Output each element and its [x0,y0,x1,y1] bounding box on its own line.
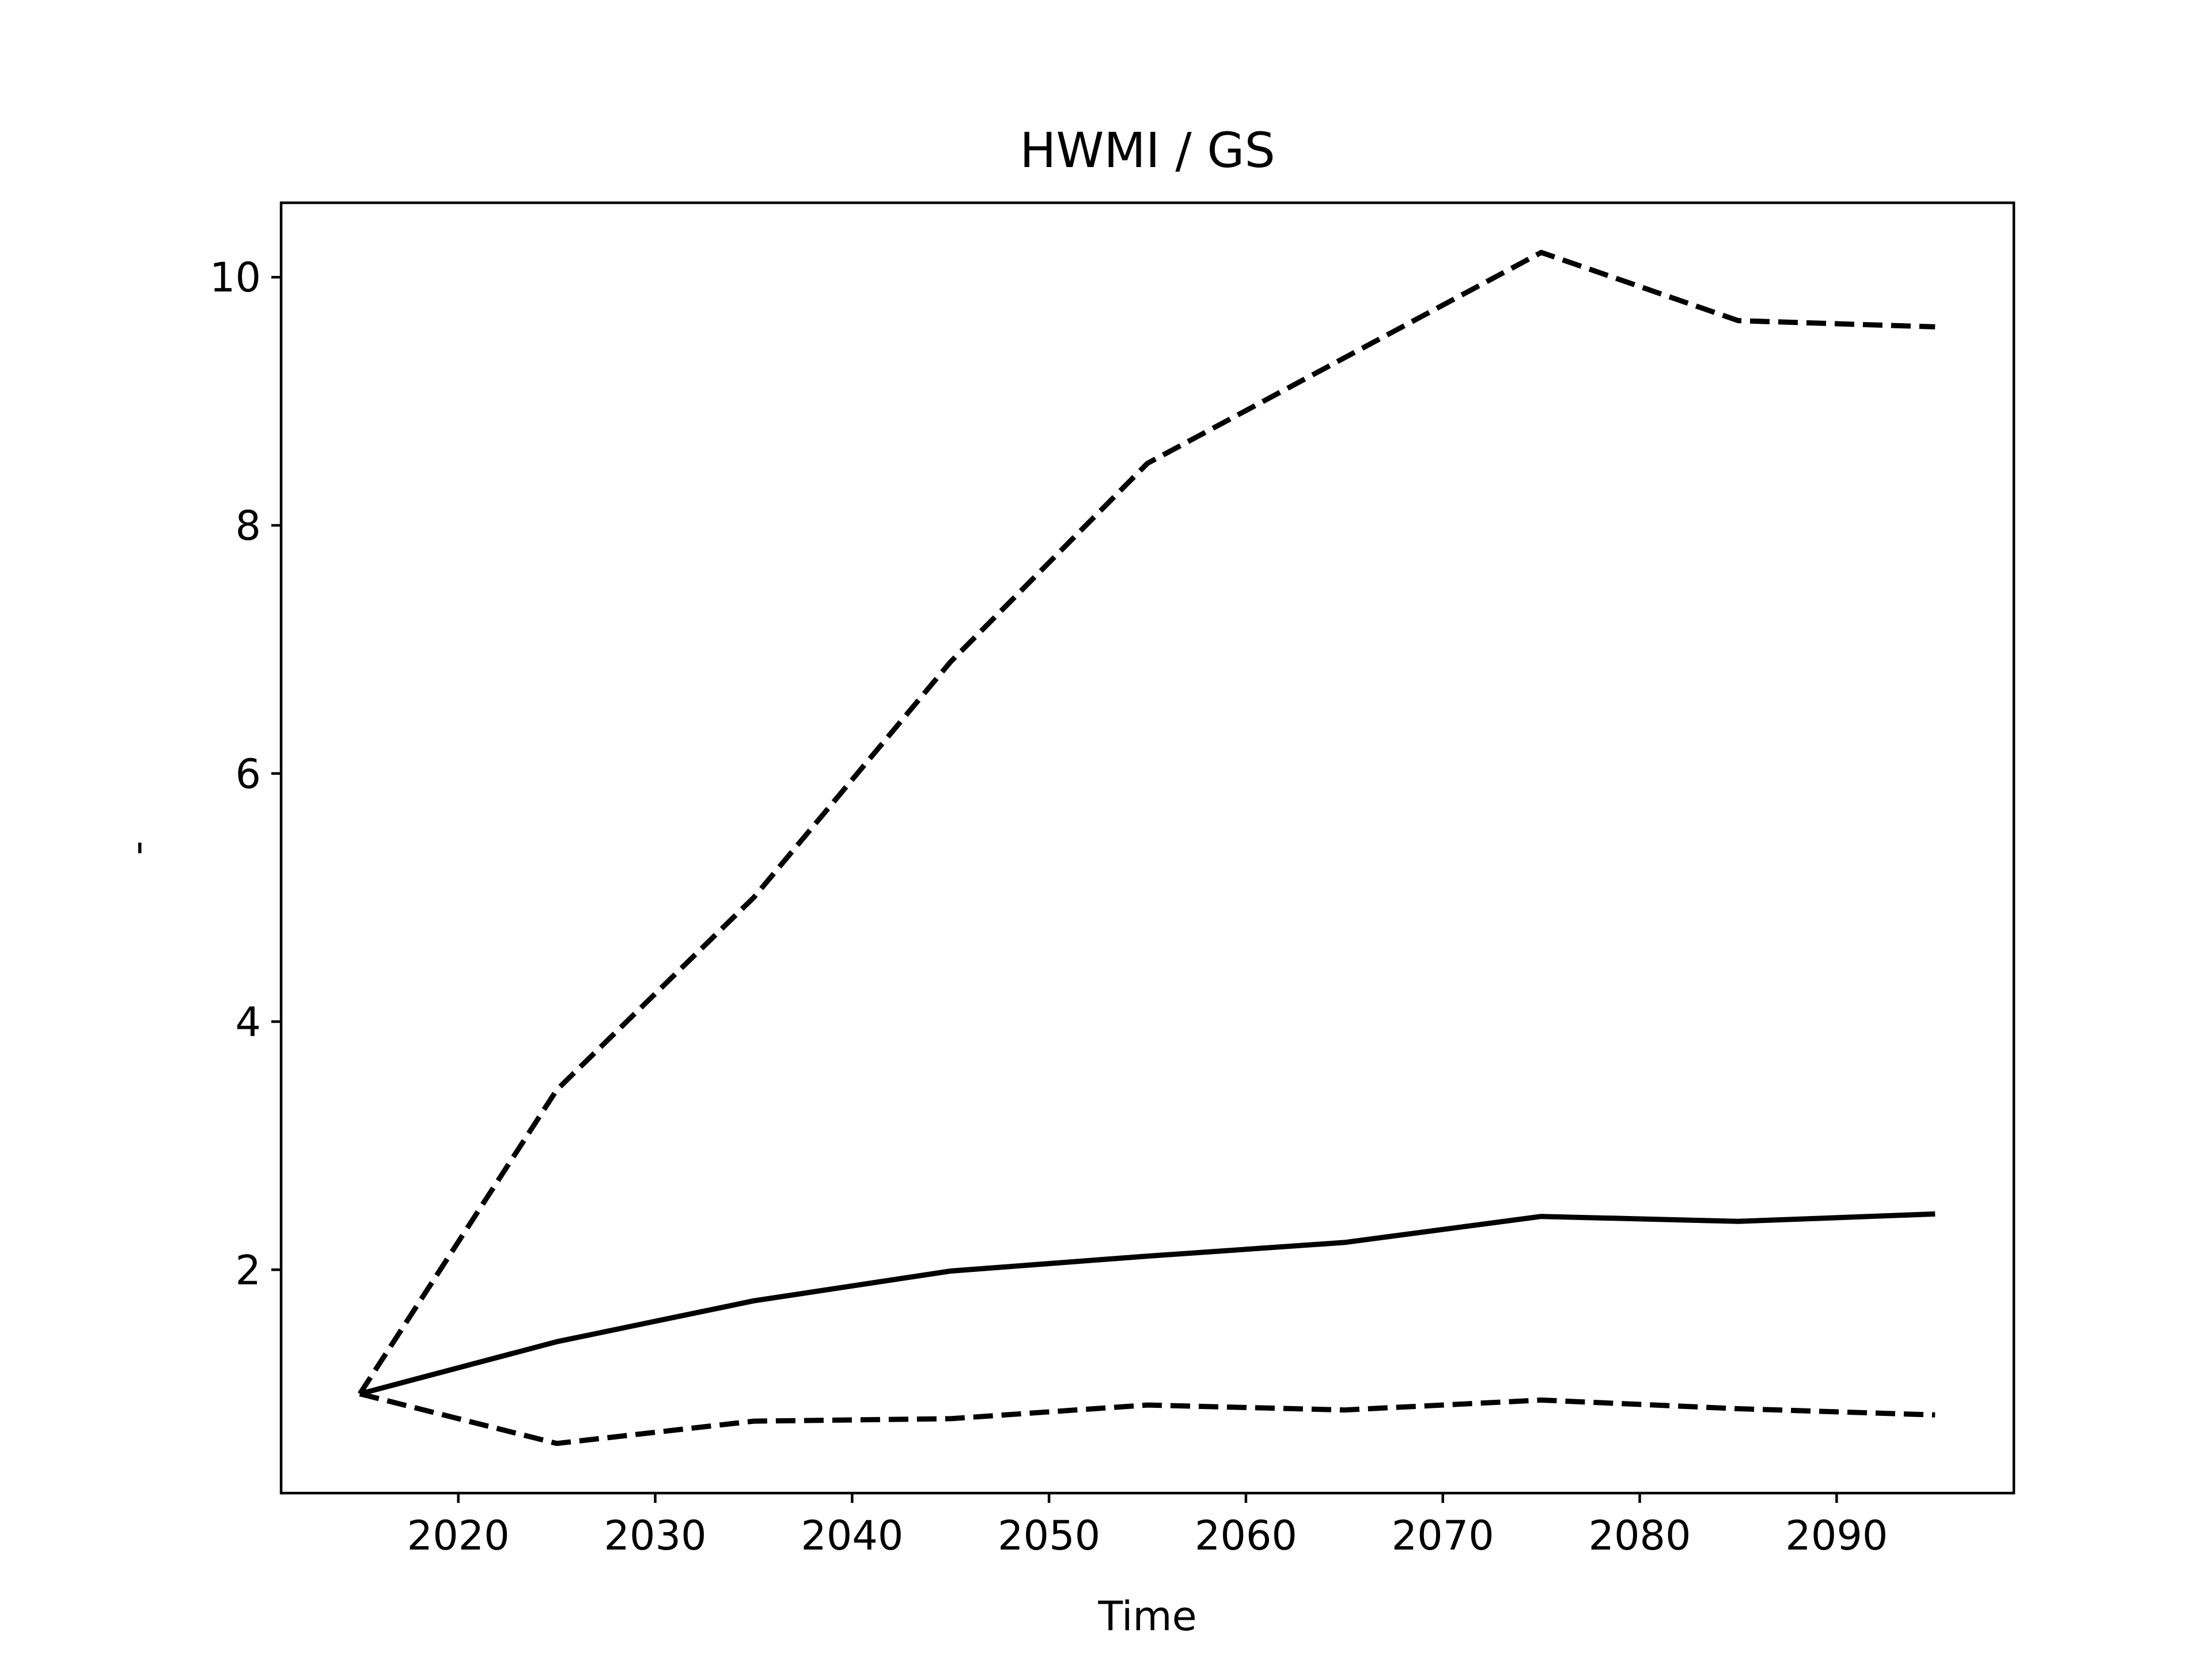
x-tick-label: 2090 [1785,1512,1888,1559]
x-tick-label: 2070 [1392,1512,1494,1559]
x-tick-label: 2040 [801,1512,903,1559]
y-axis-label: - [113,840,161,855]
y-tick-label: 6 [235,751,261,798]
y-tick-label: 8 [235,502,261,550]
chart-title: HWMI / GS [1020,122,1275,179]
x-tick-label: 2060 [1195,1512,1297,1559]
series-line-2 [359,1211,1936,1397]
x-axis-label: Time [1097,1593,1196,1640]
plot-area-frame [279,201,2016,1495]
series-line-1 [357,249,1936,1396]
y-axis-ticks: 2 4 6 8 10 [210,254,281,1294]
series-layer [357,249,1936,1446]
y-tick-label: 10 [210,254,261,301]
x-tick-label: 2080 [1588,1512,1691,1559]
y-tick-label: 4 [235,999,261,1046]
x-tick-label: 2050 [998,1512,1100,1559]
y-tick-label: 2 [235,1247,261,1294]
series-line-3 [359,1391,1936,1446]
x-axis-ticks: 2020 2030 2040 2050 2060 2070 2080 2090 [407,1493,1888,1559]
x-tick-label: 2020 [407,1512,510,1559]
x-tick-label: 2030 [604,1512,706,1559]
